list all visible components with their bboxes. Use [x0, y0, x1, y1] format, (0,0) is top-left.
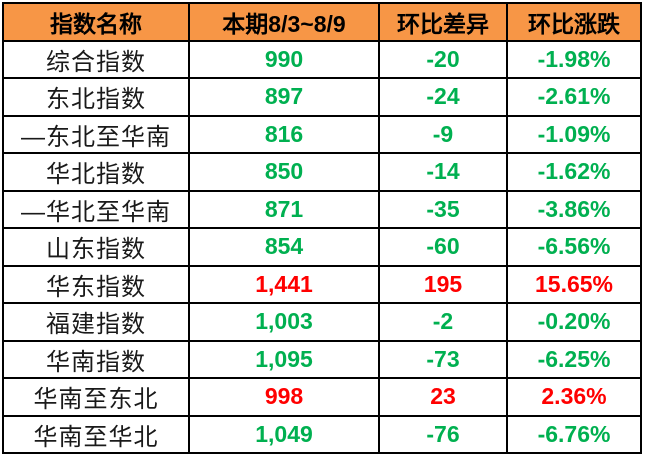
table-row: 综合指数 990 -20 -1.98% [4, 41, 640, 79]
header-cell-change-pct: 环比涨跌 [528, 10, 620, 37]
index-name-cell: 华南至东北 [4, 379, 190, 415]
diff-cell: 23 [380, 379, 508, 415]
table-row: 华东指数 1,441 195 15.65% [4, 266, 640, 304]
pct-cell: 2.36% [541, 383, 607, 410]
diff-cell: -76 [380, 416, 508, 452]
table-row: 山东指数 854 -60 -6.56% [4, 229, 640, 267]
current-value-cell: 1,049 [190, 416, 380, 452]
index-name-cell: —华北至华南 [4, 191, 190, 227]
diff-cell: -14 [380, 154, 508, 190]
current-value-cell: 1,441 [190, 266, 380, 302]
diff-cell: -2 [380, 304, 508, 340]
pct-cell: -6.56% [537, 233, 611, 260]
pct-cell: -1.09% [537, 120, 611, 147]
index-name-cell: —东北至华南 [4, 116, 190, 152]
header-cell-index-name: 指数名称 [4, 4, 190, 40]
index-name-cell: 山东指数 [4, 229, 190, 265]
table-row: 东北指数 897 -24 -2.61% [4, 79, 640, 117]
current-value-cell: 854 [190, 229, 380, 265]
index-name-cell: 华南至华北 [4, 416, 190, 452]
current-value-cell: 990 [190, 41, 380, 77]
diff-cell: -60 [380, 229, 508, 265]
pct-cell: -6.76% [537, 420, 611, 447]
pct-cell: -1.62% [537, 158, 611, 185]
table-row: 福建指数 1,003 -2 -0.20% [4, 304, 640, 342]
index-name-cell: 综合指数 [4, 41, 190, 77]
index-name-cell: 华北指数 [4, 154, 190, 190]
current-value-cell: 998 [190, 379, 380, 415]
header-row: 指数名称 本期8/3~8/9 环比差异 环比涨跌 [4, 4, 640, 42]
diff-cell: 195 [380, 266, 508, 302]
table-row: —东北至华南 816 -9 -1.09% [4, 116, 640, 154]
table-row: 华南至东北 998 23 2.36% [4, 379, 640, 417]
pct-cell: -1.98% [537, 45, 611, 72]
diff-cell: -9 [380, 116, 508, 152]
diff-cell: -20 [380, 41, 508, 77]
table-row: —华北至华南 871 -35 -3.86% [4, 191, 640, 229]
current-value-cell: 816 [190, 116, 380, 152]
pct-cell: -6.25% [537, 345, 611, 372]
index-name-cell: 华东指数 [4, 266, 190, 302]
header-cell-diff: 环比差异 [380, 4, 508, 40]
current-value-cell: 1,003 [190, 304, 380, 340]
current-value-cell: 1,095 [190, 341, 380, 377]
diff-cell: -24 [380, 79, 508, 115]
pct-cell: -3.86% [537, 195, 611, 222]
pct-cell: -2.61% [537, 83, 611, 110]
table-row: 华北指数 850 -14 -1.62% [4, 154, 640, 192]
index-table: 指数名称 本期8/3~8/9 环比差异 环比涨跌 综合指数 990 -20 -1… [2, 2, 642, 454]
table-row: 华南至华北 1,049 -76 -6.76% [4, 416, 640, 452]
index-name-cell: 华南指数 [4, 341, 190, 377]
table-row: 华南指数 1,095 -73 -6.25% [4, 341, 640, 379]
diff-cell: -35 [380, 191, 508, 227]
index-name-cell: 东北指数 [4, 79, 190, 115]
current-value-cell: 871 [190, 191, 380, 227]
pct-cell: 15.65% [534, 270, 613, 297]
index-name-cell: 福建指数 [4, 304, 190, 340]
current-value-cell: 850 [190, 154, 380, 190]
current-value-cell: 897 [190, 79, 380, 115]
diff-cell: -73 [380, 341, 508, 377]
header-cell-current-period: 本期8/3~8/9 [190, 4, 380, 40]
pct-cell: -0.20% [537, 308, 611, 335]
